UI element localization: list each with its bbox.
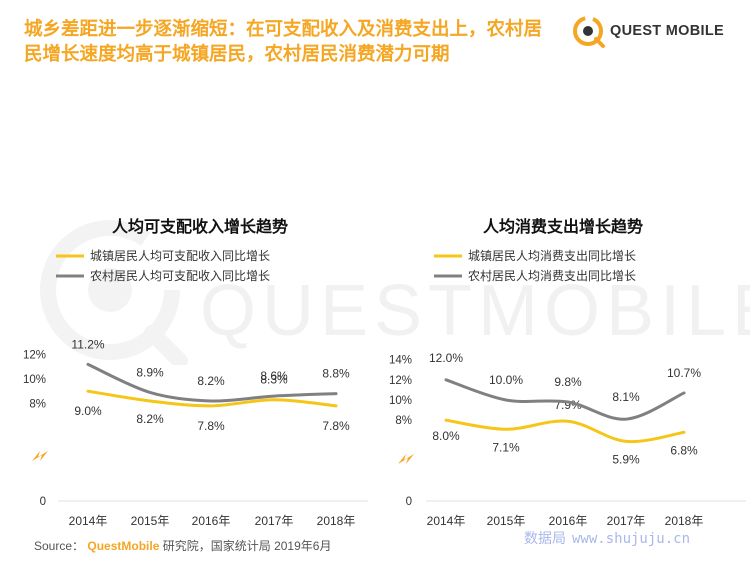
- consumption-data-label-rural: 9.8%: [554, 375, 582, 389]
- consumption-x-tick-label: 2015年: [487, 514, 526, 528]
- consumption-series-line-rural: [444, 378, 686, 421]
- income-x-tick-label: 2014年: [69, 514, 108, 528]
- income-x-tick-label: 2016年: [192, 514, 231, 528]
- consumption-series-line-urban: [444, 418, 686, 444]
- consumption-x-tick-label: 2017年: [607, 514, 646, 528]
- headline-line-2: 民增长速度均高于城镇居民，农村居民消费潜力可期: [24, 43, 450, 64]
- source-label: Source：: [34, 539, 85, 553]
- consumption-data-label-rural: 10.0%: [489, 373, 523, 387]
- income-data-label-urban: 8.3%: [260, 373, 288, 387]
- income-y-tick-label: 0: [40, 496, 46, 508]
- consumption-data-label-rural: 12.0%: [429, 351, 463, 365]
- consumption-y-tick-label: 0: [406, 496, 412, 508]
- consumption-data-label-urban: 8.0%: [432, 429, 460, 443]
- consumption-data-label-urban: 6.8%: [670, 443, 698, 457]
- income-series-line-urban: [86, 389, 338, 408]
- source-brand: QuestMobile: [87, 539, 160, 553]
- income-y-tick-label: 12%: [23, 350, 46, 362]
- consumption-x-tick-label: 2018年: [665, 514, 704, 528]
- consumption-x-tick-label: 2014年: [427, 514, 466, 528]
- income-legend-label-rural: 农村居民人均可支配收入同比增长: [90, 269, 270, 283]
- income-x-tick-label: 2015年: [131, 514, 170, 528]
- questmobile-logo-icon: [573, 16, 605, 48]
- income-data-label-rural: 8.6%: [260, 369, 288, 383]
- consumption-legend-label-urban: 城镇居民人均消费支出同比增长: [468, 249, 636, 263]
- site-watermark-cn: 数据局: [524, 531, 566, 547]
- consumption-y-tick-label: 10%: [389, 395, 412, 407]
- consumption-y-tick-label: 14%: [389, 355, 412, 367]
- income-y-tick-label: 10%: [23, 374, 46, 386]
- income-data-label-rural: 8.8%: [322, 367, 350, 381]
- consumption-legend-label-rural: 农村居民人均消费支出同比增长: [468, 269, 636, 283]
- consumption-y-tick-label: 12%: [389, 375, 412, 387]
- income-x-tick-label: 2017年: [255, 514, 294, 528]
- source-detail: 研究院，国家统计局 2019年6月: [162, 539, 332, 553]
- consumption-data-label-rural: 8.1%: [612, 390, 640, 404]
- income-x-tick-label: 2018年: [317, 514, 356, 528]
- logo-text: QUEST MOBILE: [610, 23, 724, 39]
- income-y-tick-label: 8%: [29, 398, 46, 410]
- watermark-text: QUESTMOBILE: [200, 271, 750, 351]
- income-data-label-urban: 8.2%: [136, 412, 164, 426]
- income-legend-label-urban: 城镇居民人均可支配收入同比增长: [90, 249, 270, 263]
- headline-line-1: 城乡差距进一步逐渐缩短：在可支配收入及消费支出上，农村居: [24, 18, 543, 39]
- income-data-label-urban: 9.0%: [74, 404, 102, 418]
- consumption-axis-break-icon: [398, 454, 414, 464]
- income-data-label-rural: 8.2%: [197, 374, 225, 388]
- source-footer: Source： QuestMobile 研究院，国家统计局 2019年6月: [34, 537, 331, 554]
- income-data-label-urban: 7.8%: [197, 419, 225, 433]
- consumption-chart-title: 人均消费支出增长趋势: [483, 217, 643, 236]
- consumption-data-label-rural: 10.7%: [667, 366, 701, 380]
- income-data-label-rural: 11.2%: [71, 337, 104, 351]
- consumption-data-label-urban: 5.9%: [612, 452, 640, 466]
- consumption-x-tick-label: 2016年: [549, 514, 588, 528]
- income-data-label-urban: 7.8%: [322, 419, 350, 433]
- consumption-y-tick-label: 8%: [395, 415, 412, 427]
- income-growth-chart: 人均可支配收入增长趋势城镇居民人均可支配收入同比增长农村居民人均可支配收入同比增…: [23, 217, 368, 528]
- income-series-line-rural: [86, 362, 338, 403]
- income-axis-break-icon: [32, 451, 48, 461]
- consumption-data-label-urban: 7.1%: [492, 440, 520, 454]
- income-chart-title: 人均可支配收入增长趋势: [112, 217, 288, 236]
- site-watermark: 数据局 www.shujuju.cn: [524, 528, 690, 548]
- site-watermark-url: www.shujuju.cn: [572, 531, 691, 547]
- page-headline: 城乡差距进一步逐渐缩短：在可支配收入及消费支出上，农村居 民增长速度均高于城镇居…: [24, 16, 554, 66]
- questmobile-logo: QUEST MOBILE: [570, 12, 730, 52]
- income-data-label-rural: 8.9%: [136, 365, 164, 379]
